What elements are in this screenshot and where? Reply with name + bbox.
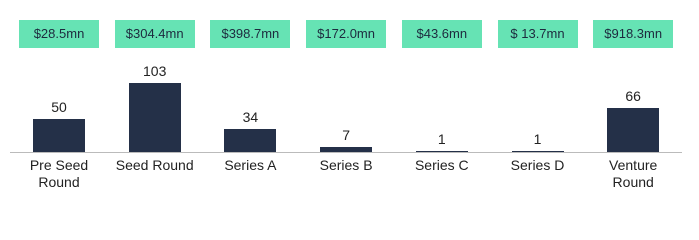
bar [33,118,85,152]
value-label: 50 [51,98,67,115]
x-tick-label: Series C [414,157,469,173]
bar [607,107,660,152]
value-label: 34 [242,109,259,126]
bar [415,151,468,152]
value-label: 1 [533,131,542,148]
value-label: 7 [342,127,350,144]
bar [128,83,181,152]
x-tick-label: Seed Round [115,157,194,173]
x-tick-label: Series B [319,157,373,173]
bar [224,129,277,152]
bar [320,147,373,152]
amount-label: $ 13.7mn [497,20,578,48]
x-axis-line [10,152,682,153]
amount-label: $172.0mn [306,20,387,48]
amount-label: $918.3mn [593,20,674,48]
amount-label: $28.5mn [19,20,99,48]
value-label: 66 [625,87,641,104]
bar [511,151,564,152]
x-tick-label: Pre Seed Round [29,157,89,190]
x-tick-label: Series A [224,157,277,173]
amount-label: $398.7mn [210,20,291,48]
amount-label: $304.4mn [114,20,195,48]
value-label: 103 [143,63,167,79]
x-tick-label: Venture Round [609,157,658,190]
value-label: 1 [437,131,446,148]
amount-label: $43.6mn [401,20,482,48]
x-tick-label: Series D [510,157,565,173]
chart: $28.5mn Pre Seed Round 50 $304.4mn Seed Roun… [10,20,682,190]
